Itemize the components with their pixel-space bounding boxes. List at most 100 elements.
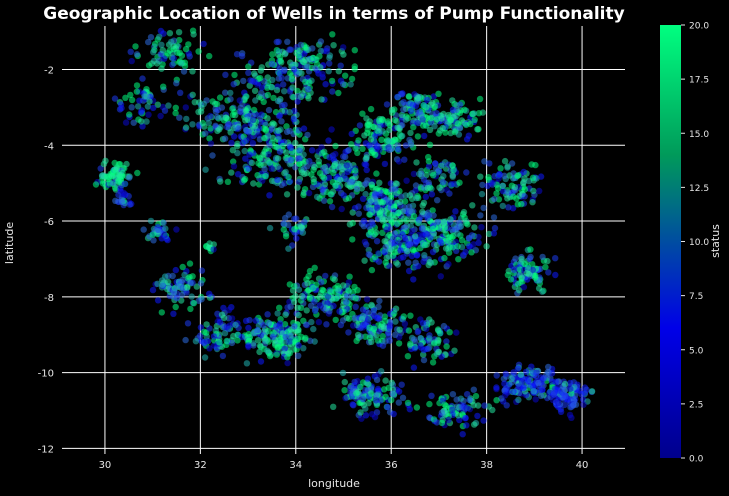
data-point	[364, 380, 371, 387]
data-point	[102, 157, 109, 164]
data-point	[285, 221, 292, 229]
data-point	[234, 171, 242, 178]
data-point	[404, 399, 412, 407]
data-point	[230, 332, 237, 340]
data-point	[471, 421, 478, 428]
data-point	[305, 95, 312, 102]
data-point	[512, 255, 519, 262]
data-point	[386, 146, 393, 153]
data-point	[301, 218, 308, 226]
data-point	[216, 94, 224, 101]
data-point	[299, 229, 307, 236]
data-point	[413, 194, 420, 202]
data-point	[230, 133, 238, 140]
data-point	[343, 298, 350, 306]
data-point	[557, 408, 565, 415]
data-point	[206, 290, 213, 297]
data-point	[428, 392, 435, 399]
data-point	[143, 118, 150, 125]
data-point	[433, 110, 440, 117]
data-point	[172, 266, 179, 274]
data-point	[111, 95, 119, 102]
colorbar	[660, 25, 681, 458]
data-point	[448, 181, 455, 188]
data-point	[184, 320, 192, 327]
data-point	[359, 312, 367, 320]
data-point	[379, 333, 386, 340]
data-point	[485, 174, 492, 181]
data-point	[309, 45, 316, 52]
data-point	[367, 252, 374, 259]
data-point	[261, 166, 268, 173]
data-point	[182, 124, 190, 131]
data-point	[284, 359, 291, 367]
data-point	[463, 169, 470, 176]
data-point	[417, 342, 424, 349]
data-point	[281, 50, 289, 58]
data-point	[281, 66, 288, 73]
data-point	[182, 104, 189, 111]
data-point	[377, 397, 384, 404]
data-point	[428, 114, 435, 122]
data-point	[322, 81, 329, 88]
data-point	[449, 406, 456, 413]
data-point	[518, 274, 525, 281]
data-point	[438, 353, 445, 360]
data-point	[357, 324, 364, 332]
data-point	[450, 167, 457, 174]
data-point	[295, 342, 302, 349]
data-point	[532, 161, 539, 169]
data-point	[234, 140, 241, 147]
data-point	[370, 325, 377, 332]
data-point	[118, 198, 126, 206]
data-point	[298, 169, 306, 176]
data-point	[319, 186, 326, 193]
data-point	[522, 368, 530, 376]
data-point	[206, 240, 213, 247]
data-point	[243, 360, 251, 367]
data-point	[274, 163, 281, 170]
data-point	[390, 410, 397, 418]
data-point	[243, 93, 250, 100]
data-point	[374, 385, 382, 393]
data-point	[295, 127, 302, 134]
data-point	[434, 197, 441, 204]
data-point	[363, 115, 370, 122]
data-point	[552, 255, 559, 262]
data-point	[282, 233, 290, 240]
data-point	[476, 95, 484, 103]
data-point	[178, 291, 186, 299]
data-point	[467, 120, 474, 128]
data-point	[430, 340, 438, 347]
data-point	[398, 381, 405, 388]
data-point	[173, 283, 180, 291]
data-point	[350, 322, 357, 329]
data-point	[362, 161, 370, 168]
data-point	[365, 246, 372, 254]
data-point	[181, 271, 188, 279]
data-point	[420, 356, 428, 364]
data-point	[287, 332, 294, 339]
data-point	[311, 264, 318, 271]
data-point	[261, 134, 268, 142]
chart-title: Geographic Location of Wells in terms of…	[43, 4, 624, 24]
data-point	[351, 47, 358, 54]
data-point	[337, 176, 344, 183]
data-point	[341, 172, 348, 179]
data-point	[138, 118, 145, 125]
data-point	[202, 166, 209, 173]
data-point	[375, 250, 382, 257]
data-point	[359, 396, 367, 403]
data-point	[245, 342, 252, 349]
data-point	[395, 399, 402, 406]
data-point	[385, 137, 392, 145]
data-point	[228, 139, 235, 146]
data-point	[364, 375, 372, 382]
data-point	[186, 260, 194, 267]
data-point	[373, 170, 380, 177]
data-point	[366, 223, 373, 230]
data-point	[453, 329, 460, 336]
data-point	[128, 57, 135, 65]
data-point	[279, 142, 287, 150]
data-point	[521, 193, 528, 200]
